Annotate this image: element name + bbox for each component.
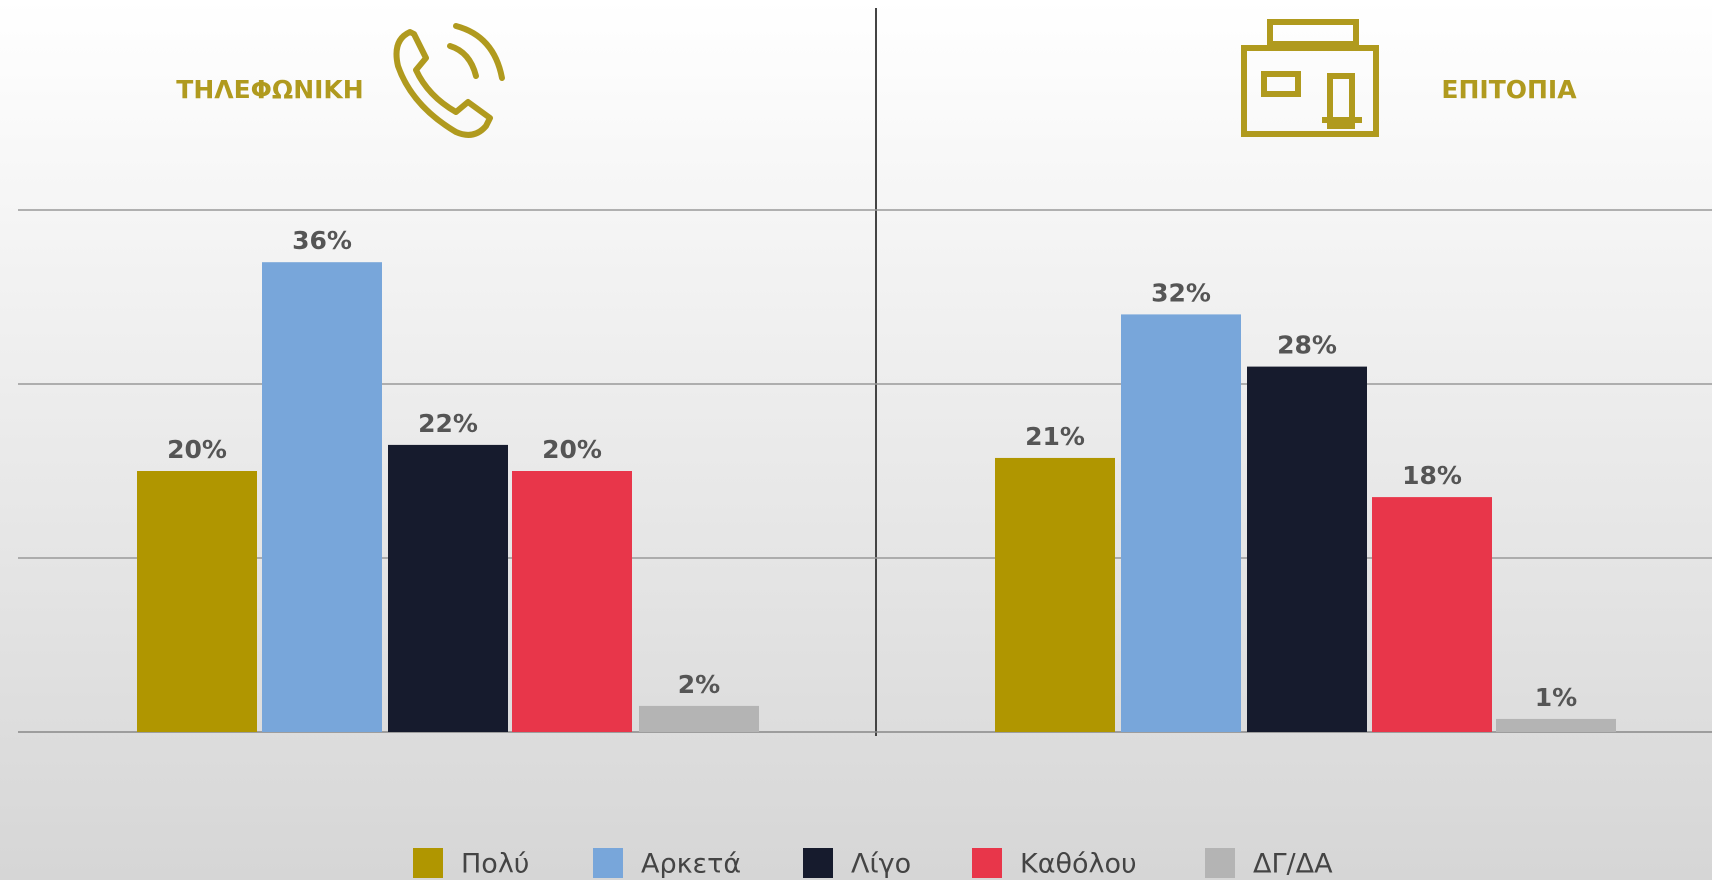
phone-icon [393, 23, 505, 138]
legend-swatch [972, 848, 1002, 878]
value-label: 32% [1151, 278, 1211, 307]
legend-label: Λίγο [851, 849, 911, 880]
legend-label: ΔΓ/ΔΑ [1253, 849, 1333, 880]
legend-swatch [413, 848, 443, 878]
bar [512, 471, 632, 732]
bar [1496, 718, 1616, 732]
legend-swatch [593, 848, 623, 878]
legend-label: Καθόλου [1020, 849, 1137, 880]
bar [1247, 366, 1367, 732]
bar [995, 457, 1115, 732]
legend-swatch [803, 848, 833, 878]
value-label: 28% [1277, 331, 1337, 360]
legend-label: Αρκετά [641, 849, 741, 880]
value-label: 1% [1535, 683, 1577, 712]
chart-title: ΤΗΛΕΦΩΝΙΚΗ [176, 75, 363, 104]
bar [262, 262, 382, 732]
value-label: 18% [1402, 461, 1462, 490]
bar [137, 471, 257, 732]
value-label: 2% [678, 670, 720, 699]
legend-label: Πολύ [461, 849, 529, 880]
value-label: 36% [292, 226, 352, 255]
chart-title: ΕΠΙΤΟΠΙΑ [1441, 75, 1577, 104]
value-label: 20% [542, 435, 602, 464]
bar [1372, 497, 1492, 732]
bar [388, 444, 508, 732]
bar [1121, 314, 1241, 732]
legend-swatch [1205, 848, 1235, 878]
bar [639, 705, 759, 732]
value-label: 21% [1025, 422, 1085, 451]
value-label: 22% [418, 409, 478, 438]
value-label: 20% [167, 435, 227, 464]
store-icon [1241, 19, 1379, 137]
